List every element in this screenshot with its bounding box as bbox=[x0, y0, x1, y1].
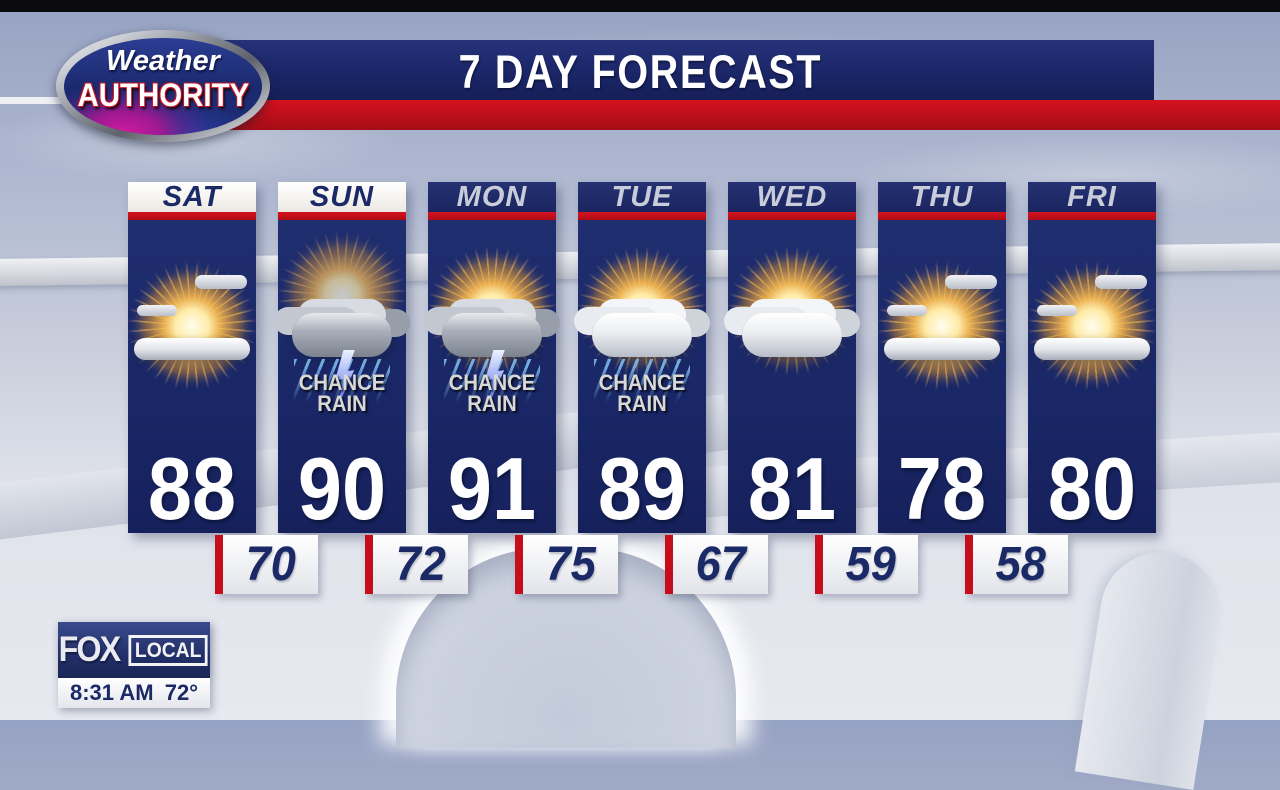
local-logo-text: LOCAL bbox=[128, 634, 209, 666]
day-name-header: MON bbox=[428, 182, 556, 212]
fox-local-logo: FOX LOCAL bbox=[58, 622, 210, 678]
cloud-flat-icon-part bbox=[134, 337, 250, 360]
cloud-small-icon-part bbox=[1036, 305, 1077, 316]
day-name-header: TUE bbox=[578, 182, 706, 212]
day-column-sun: SUN CHANCE RAIN 90 bbox=[276, 182, 408, 538]
high-temp: 90 bbox=[297, 439, 387, 538]
day-name-header: SUN bbox=[278, 182, 406, 212]
current-temp: 72° bbox=[164, 680, 198, 705]
weather-icon bbox=[426, 245, 558, 406]
day-panel: CHANCE RAIN 91 bbox=[426, 220, 558, 538]
low-temp-tag: 75 bbox=[515, 535, 618, 594]
day-name-header: FRI bbox=[1028, 182, 1156, 212]
glow-icon-part bbox=[726, 245, 858, 377]
day-name-header: THU bbox=[878, 182, 1006, 212]
high-temp: 81 bbox=[747, 439, 837, 538]
logo-rim: Weather AUTHORITY bbox=[56, 30, 270, 142]
low-temp-tag: 59 bbox=[815, 535, 918, 594]
cloud-big-icon-part bbox=[592, 313, 692, 357]
weather-icon bbox=[276, 230, 408, 406]
day-column-wed: WED 81 bbox=[726, 182, 858, 538]
top-black-bar bbox=[0, 0, 1280, 12]
high-temp: 89 bbox=[597, 439, 687, 538]
logo-authority-text: AUTHORITY bbox=[77, 76, 249, 113]
cloud-small-icon-part bbox=[136, 305, 177, 316]
cloud-small-icon-part bbox=[1094, 275, 1147, 289]
cloud-flat-icon-part bbox=[1034, 337, 1150, 360]
header-navy-band bbox=[102, 40, 1154, 100]
low-temp-tag: 67 bbox=[665, 535, 768, 594]
day-column-thu: THU 78 bbox=[876, 182, 1008, 538]
weather-authority-logo: Weather AUTHORITY bbox=[56, 30, 270, 142]
header-red-band bbox=[158, 100, 1280, 130]
day-panel: 78 bbox=[876, 220, 1008, 538]
header-red-stripe bbox=[1028, 212, 1156, 220]
fox-logo-text: FOX bbox=[58, 630, 122, 669]
studio-right-ridge bbox=[1074, 544, 1230, 790]
header-red-stripe bbox=[278, 212, 406, 220]
day-column-sat: SAT 88 bbox=[126, 182, 258, 538]
header-red-stripe bbox=[578, 212, 706, 220]
low-temp-tag: 70 bbox=[215, 535, 318, 594]
cloud-small-icon-part bbox=[886, 305, 927, 316]
condition-label: CHANCE RAIN bbox=[448, 370, 536, 416]
day-panel: CHANCE RAIN 89 bbox=[576, 220, 708, 538]
rain-icon-part bbox=[594, 359, 690, 405]
weather-icon bbox=[126, 254, 258, 404]
glow-icon-part bbox=[576, 245, 708, 377]
high-temp: 91 bbox=[447, 439, 537, 538]
cloud-small-icon-part bbox=[944, 275, 997, 289]
cloud-small-icon-part bbox=[194, 275, 247, 289]
header-left-white-line bbox=[0, 97, 62, 104]
clock-time: 8:31 AM bbox=[70, 680, 154, 705]
logo-weather-text: Weather bbox=[106, 44, 220, 77]
day-column-fri: FRI 80 bbox=[1026, 182, 1158, 538]
header-red-stripe bbox=[878, 212, 1006, 220]
header-red-stripe bbox=[728, 212, 856, 220]
condition-label: CHANCE RAIN bbox=[598, 370, 686, 416]
low-temp-tag: 72 bbox=[365, 535, 468, 594]
cloud-big-icon-part bbox=[742, 313, 842, 357]
page-title: 7 DAY FORECAST bbox=[458, 45, 822, 98]
day-column-mon: MON CHANCE RAIN 91 bbox=[426, 182, 558, 538]
header-red-stripe bbox=[128, 212, 256, 220]
cloud-big-icon-part bbox=[292, 313, 392, 357]
day-panel: CHANCE RAIN 90 bbox=[276, 220, 408, 538]
high-temp: 80 bbox=[1047, 439, 1137, 538]
day-name-header: SAT bbox=[128, 182, 256, 212]
day-panel: 80 bbox=[1026, 220, 1158, 538]
high-temp: 88 bbox=[147, 439, 237, 538]
weather-icon bbox=[576, 245, 708, 405]
weather-icon bbox=[876, 254, 1008, 404]
logo-face: Weather AUTHORITY bbox=[64, 37, 262, 135]
header-red-stripe bbox=[428, 212, 556, 220]
low-temp-tag: 58 bbox=[965, 535, 1068, 594]
day-panel: 88 bbox=[126, 220, 258, 538]
day-column-tue: TUE CHANCE RAIN 89 bbox=[576, 182, 708, 538]
time-temp-strip: 8:31 AM 72° bbox=[58, 678, 210, 708]
weather-icon bbox=[726, 245, 858, 404]
weather-icon bbox=[1026, 254, 1158, 404]
cloud-flat-icon-part bbox=[884, 337, 1000, 360]
station-bug: FOX LOCAL 8:31 AM 72° bbox=[58, 622, 210, 708]
high-temp: 78 bbox=[897, 439, 987, 538]
cloud-big-icon-part bbox=[442, 313, 542, 357]
condition-label: CHANCE RAIN bbox=[298, 370, 386, 416]
day-panel: 81 bbox=[726, 220, 858, 538]
day-name-header: WED bbox=[728, 182, 856, 212]
